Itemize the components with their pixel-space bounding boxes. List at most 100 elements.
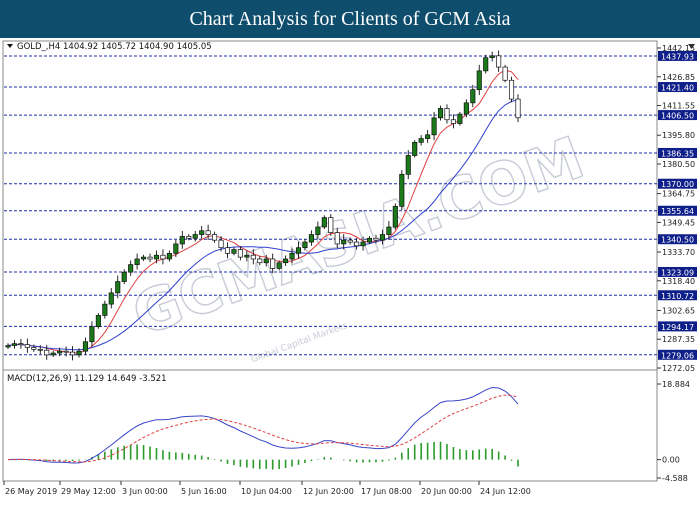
candle bbox=[160, 249, 166, 265]
candle bbox=[496, 50, 502, 72]
price-tick-label: 1349.45 bbox=[662, 218, 695, 227]
time-tick-label: 5 Jun 16:00 bbox=[181, 487, 227, 496]
candle bbox=[237, 246, 243, 261]
symbol-header: GOLD_,H4 1404.92 1405.72 1404.90 1405.05 bbox=[17, 42, 212, 52]
candle bbox=[366, 236, 373, 245]
candle bbox=[360, 236, 366, 251]
candle bbox=[341, 234, 347, 250]
chart-menu-icon[interactable] bbox=[7, 44, 13, 48]
candle bbox=[295, 241, 302, 259]
time-axis: 26 May 2019 29 May 12:00 3 Jun 00:00 5 Jun … bbox=[3, 481, 531, 496]
chart-svg[interactable]: GCMASIA.COM Global Capital Markets 1437.… bbox=[0, 38, 700, 500]
chart-window[interactable]: GCMASIA.COM Global Capital Markets 1437.… bbox=[0, 38, 700, 500]
candle bbox=[354, 237, 360, 250]
level-price-tag bbox=[658, 147, 697, 158]
price-tick-label: 1318.40 bbox=[662, 277, 695, 286]
time-tick-label: 24 Jun 12:00 bbox=[480, 487, 531, 496]
candle bbox=[502, 64, 508, 83]
price-tick-label: 1333.70 bbox=[662, 248, 695, 257]
candle bbox=[437, 105, 444, 121]
candle bbox=[425, 130, 431, 143]
price-tick-label: 1380.50 bbox=[662, 160, 695, 169]
level-price-label: 1437.93 bbox=[661, 52, 694, 61]
candle bbox=[250, 249, 256, 265]
levels-layer: 1437.93 1421.40 1406.50 1386.35 1370.00 1355.… bbox=[4, 50, 697, 360]
candle bbox=[334, 227, 340, 249]
level-price-tag bbox=[658, 266, 697, 277]
candle bbox=[95, 313, 101, 329]
candle bbox=[102, 300, 108, 319]
candle bbox=[57, 347, 63, 357]
level-price-tag bbox=[658, 290, 697, 301]
level-price-tag bbox=[658, 110, 697, 121]
candle bbox=[31, 344, 37, 352]
candle bbox=[315, 221, 321, 240]
candle bbox=[89, 321, 95, 347]
candle bbox=[50, 350, 56, 357]
level-price-tag bbox=[658, 205, 697, 216]
banner-title: Chart Analysis for Clients of GCM Asia bbox=[189, 7, 511, 30]
price-tick-label: 1364.75 bbox=[662, 190, 695, 199]
candle bbox=[418, 135, 424, 146]
candle bbox=[18, 338, 24, 349]
time-tick-label: 17 Jun 08:00 bbox=[361, 487, 412, 496]
candle bbox=[212, 231, 218, 243]
candle bbox=[470, 84, 476, 108]
candle bbox=[179, 231, 185, 249]
candle bbox=[244, 250, 250, 262]
candle bbox=[5, 343, 11, 350]
candle bbox=[431, 111, 437, 141]
scroll-arrow-icon[interactable] bbox=[688, 44, 695, 49]
time-tick-label: 20 Jun 00:00 bbox=[421, 487, 472, 496]
candle bbox=[412, 140, 418, 158]
candle bbox=[399, 170, 405, 211]
candle bbox=[476, 64, 482, 96]
candle bbox=[379, 229, 385, 245]
candle bbox=[328, 214, 334, 236]
price-tick-label: 1442.15 bbox=[662, 44, 695, 53]
candle bbox=[444, 104, 450, 124]
candle bbox=[483, 54, 489, 74]
candle bbox=[276, 260, 282, 271]
candle bbox=[347, 237, 353, 245]
level-price-label: 1386.35 bbox=[661, 149, 694, 158]
candle bbox=[489, 51, 495, 62]
candle bbox=[457, 111, 463, 126]
level-price-label: 1310.72 bbox=[661, 292, 694, 301]
candle bbox=[231, 247, 237, 256]
candle bbox=[173, 239, 179, 258]
candle bbox=[463, 99, 469, 118]
candle bbox=[153, 250, 160, 264]
candle bbox=[308, 230, 314, 246]
plot-border bbox=[2, 40, 658, 482]
candle bbox=[515, 94, 521, 123]
level-price-tag bbox=[658, 178, 697, 189]
macd-signal-line bbox=[8, 394, 519, 463]
level-price-label: 1421.40 bbox=[661, 84, 694, 93]
level-price-tag bbox=[658, 234, 697, 245]
price-tick-label: 1395.80 bbox=[662, 131, 695, 140]
candle bbox=[263, 254, 269, 267]
candle bbox=[70, 346, 76, 361]
candle bbox=[199, 225, 205, 239]
time-tick-label: 29 May 12:00 bbox=[61, 487, 116, 496]
candle bbox=[63, 346, 69, 357]
level-price-tag bbox=[658, 321, 697, 332]
candle bbox=[76, 348, 82, 358]
candle bbox=[115, 275, 121, 299]
macd-tick-label: 0.00 bbox=[662, 456, 680, 465]
candle bbox=[224, 242, 231, 259]
candle bbox=[82, 337, 89, 355]
candle bbox=[192, 231, 198, 242]
candle bbox=[386, 220, 392, 240]
price-tick-label: 1287.35 bbox=[662, 335, 695, 344]
macd-tick-label: -4.588 bbox=[662, 474, 688, 483]
time-tick-label: 3 Jun 00:00 bbox=[122, 487, 168, 496]
candle bbox=[289, 248, 295, 264]
level-price-label: 1294.17 bbox=[661, 323, 694, 332]
candle bbox=[302, 239, 308, 251]
time-tick-label: 26 May 2019 bbox=[5, 487, 57, 496]
level-price-tag bbox=[658, 82, 697, 93]
candle bbox=[283, 255, 289, 266]
